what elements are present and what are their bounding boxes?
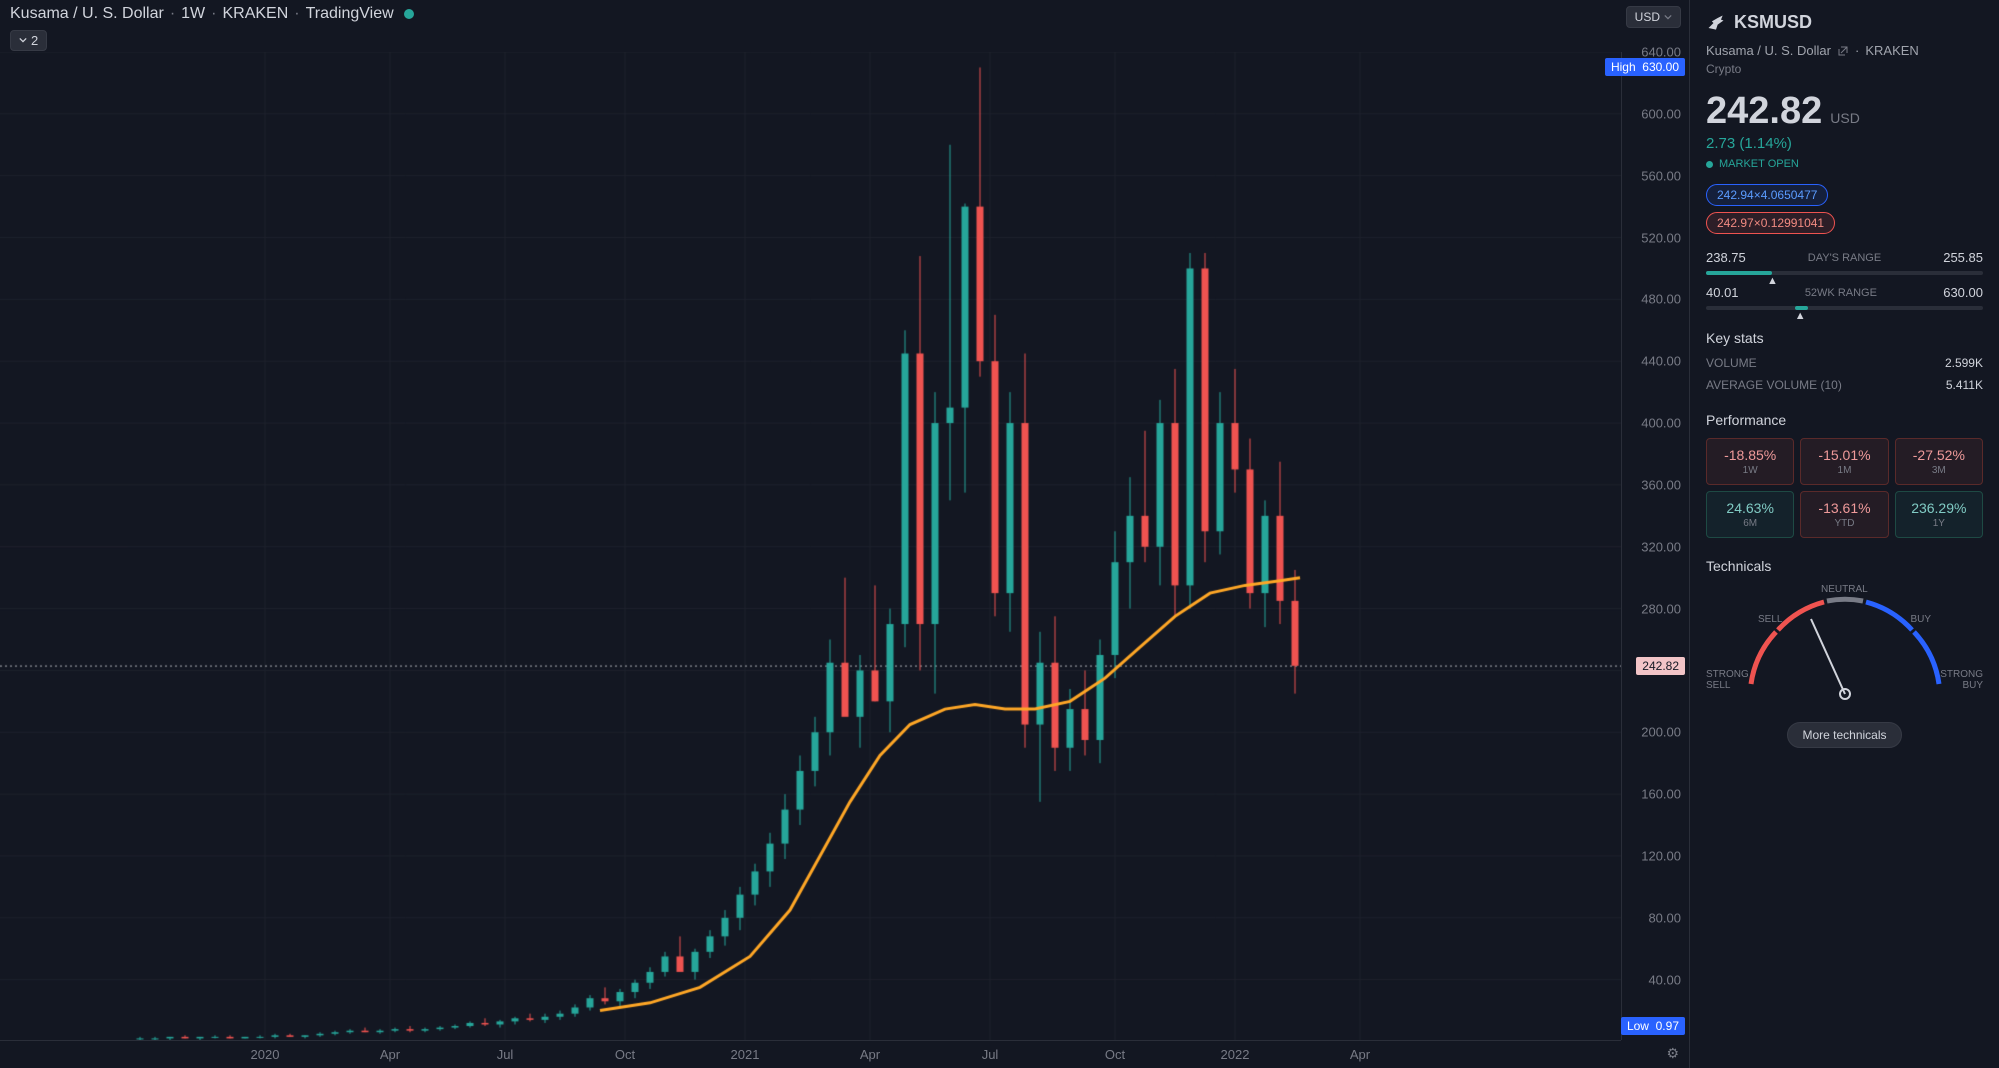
time-tick: 2022 [1221, 1047, 1250, 1062]
chart-header: Kusama / U. S. Dollar · 1W · KRAKEN · Tr… [0, 0, 1689, 28]
price-tick: 400.00 [1641, 416, 1681, 431]
perf-cell-3M[interactable]: -27.52%3M [1895, 438, 1983, 485]
price-tick: 320.00 [1641, 539, 1681, 554]
asset-class: Crypto [1706, 62, 1983, 76]
perf-cell-1M[interactable]: -15.01%1M [1800, 438, 1888, 485]
technicals-gauge: STRONGSELL SELL NEUTRAL BUY STRONGBUY [1706, 584, 1983, 714]
gear-icon[interactable]: ⚙ [1666, 1045, 1679, 1062]
big-price: 242.82 USD [1706, 90, 1983, 133]
price-change: 2.73 (1.14%) [1706, 135, 1983, 152]
indicator-toggle[interactable]: 2 [10, 30, 47, 51]
time-tick: Jul [982, 1047, 999, 1062]
external-link-icon[interactable] [1837, 45, 1849, 57]
indicator-count: 2 [31, 33, 38, 48]
gauge-buy: BUY [1910, 614, 1931, 625]
performance-title: Performance [1706, 412, 1983, 428]
interval[interactable]: 1W [181, 5, 205, 23]
gauge-neutral: NEUTRAL [1821, 584, 1868, 595]
currency-selector[interactable]: USD [1626, 6, 1681, 28]
price-tick: 520.00 [1641, 230, 1681, 245]
time-tick: Oct [615, 1047, 635, 1062]
week52-range-bar: ▲ [1706, 306, 1983, 310]
gauge-sell: SELL [1758, 614, 1782, 625]
time-tick: 2020 [251, 1047, 280, 1062]
provider: TradingView [306, 5, 394, 23]
price-tick: 40.00 [1648, 972, 1681, 987]
perf-cell-6M[interactable]: 24.63%6M [1706, 491, 1794, 538]
exchange[interactable]: KRAKEN [222, 5, 288, 23]
pair-line: Kusama / U. S. Dollar · KRAKEN [1706, 43, 1983, 58]
price-tick: 160.00 [1641, 787, 1681, 802]
keystats-title: Key stats [1706, 330, 1983, 346]
status-dot-icon [1706, 161, 1713, 168]
current-price-tag: 242.82 [1636, 657, 1685, 675]
stat-avg-volume: AVERAGE VOLUME (10) 5.411K [1706, 378, 1983, 392]
week52-range-row: 40.01 52WK RANGE 630.00 [1706, 285, 1983, 300]
pair-name[interactable]: Kusama / U. S. Dollar [10, 5, 164, 23]
chevron-down-icon [19, 36, 27, 44]
bid-pill[interactable]: 242.94×4.0650477 [1706, 184, 1828, 206]
time-tick: Apr [860, 1047, 880, 1062]
ticker-symbol[interactable]: KSMUSD [1734, 12, 1812, 33]
day-range-row: 238.75 DAY'S RANGE 255.85 [1706, 250, 1983, 265]
performance-grid: -18.85%1W-15.01%1M-27.52%3M 24.63%6M-13.6… [1706, 438, 1983, 538]
perf-cell-1Y[interactable]: 236.29%1Y [1895, 491, 1983, 538]
low-tag: Low 0.97 [1621, 1017, 1685, 1035]
perf-cell-1W[interactable]: -18.85%1W [1706, 438, 1794, 485]
price-tick: 80.00 [1648, 910, 1681, 925]
price-tick: 600.00 [1641, 106, 1681, 121]
market-status: MARKET OPEN [1706, 158, 1983, 170]
more-technicals-button[interactable]: More technicals [1787, 722, 1901, 748]
price-chart[interactable] [0, 52, 1621, 1040]
time-tick: Jul [497, 1047, 514, 1062]
chevron-down-icon [1664, 13, 1672, 21]
indicator-bar: 2 [0, 28, 1689, 52]
price-tick: 640.00 [1641, 45, 1681, 60]
price-tick: 360.00 [1641, 477, 1681, 492]
bird-icon [1706, 13, 1726, 33]
price-tick: 120.00 [1641, 848, 1681, 863]
gauge-strong-buy: STRONGBUY [1940, 669, 1983, 691]
time-tick: Apr [1350, 1047, 1370, 1062]
perf-cell-YTD[interactable]: -13.61%YTD [1800, 491, 1888, 538]
currency-label: USD [1635, 10, 1660, 24]
ask-pill[interactable]: 242.97×0.12991041 [1706, 212, 1835, 234]
status-dot-icon [404, 9, 414, 19]
price-tick: 280.00 [1641, 601, 1681, 616]
time-tick: Oct [1105, 1047, 1125, 1062]
time-tick: Apr [380, 1047, 400, 1062]
high-tag: High 630.00 [1605, 58, 1685, 76]
price-axis[interactable]: 640.00600.00560.00520.00480.00440.00400.… [1621, 52, 1689, 1040]
gauge-strong-sell: STRONGSELL [1706, 669, 1749, 691]
price-tick: 440.00 [1641, 354, 1681, 369]
details-sidebar: KSMUSD Kusama / U. S. Dollar · KRAKEN Cr… [1689, 0, 1999, 1068]
price-tick: 560.00 [1641, 168, 1681, 183]
time-tick: 2021 [731, 1047, 760, 1062]
technicals-title: Technicals [1706, 558, 1983, 574]
stat-volume: VOLUME 2.599K [1706, 356, 1983, 370]
time-axis[interactable]: ⚙ 2020AprJulOct2021AprJulOct2022Apr [0, 1040, 1621, 1068]
day-range-bar: ▲ [1706, 271, 1983, 275]
price-tick: 480.00 [1641, 292, 1681, 307]
price-tick: 200.00 [1641, 725, 1681, 740]
